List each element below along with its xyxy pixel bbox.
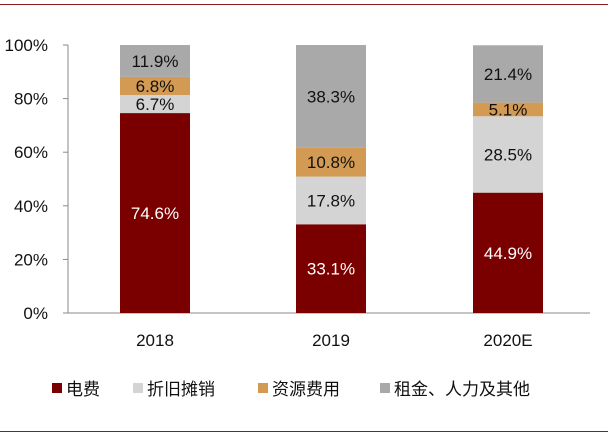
bar-segment	[296, 45, 366, 148]
legend-swatch	[52, 383, 62, 393]
bar-segment	[120, 95, 190, 114]
data-label: 11.9%	[132, 52, 179, 71]
bar-segment	[473, 116, 543, 193]
y-tick-label: 20%	[14, 250, 48, 269]
data-label: 17.8%	[307, 191, 355, 210]
bar-segment	[473, 45, 543, 103]
data-label: 74.6%	[131, 204, 179, 223]
legend-label: 资源费用	[272, 380, 340, 400]
bar-segment	[120, 113, 190, 314]
x-tick-label: 2020E	[483, 331, 532, 350]
y-tick-label: 40%	[14, 197, 48, 216]
bottom-rule	[0, 431, 608, 432]
legend-label: 折旧摊销	[147, 380, 215, 400]
bar-segment	[296, 224, 366, 313]
legend-swatch	[133, 383, 143, 393]
bar-segment	[296, 147, 366, 177]
data-label: 44.9%	[484, 244, 532, 263]
data-label: 38.3%	[307, 87, 355, 106]
legend-swatch	[380, 383, 390, 393]
y-tick-label: 100%	[5, 36, 48, 55]
data-label: 21.4%	[484, 65, 532, 84]
top-rule	[0, 4, 608, 5]
data-label: 6.7%	[136, 95, 175, 114]
bar-segment	[120, 45, 190, 77]
bar-segment	[296, 176, 366, 225]
legend-label: 租金、人力及其他	[394, 380, 530, 400]
data-label: 10.8%	[307, 153, 355, 172]
legend-swatch	[258, 383, 268, 393]
bar-segment	[473, 192, 543, 313]
y-tick-label: 80%	[14, 90, 48, 109]
data-label: 5.1%	[489, 100, 528, 119]
data-label: 28.5%	[484, 145, 532, 164]
x-tick-label: 2018	[136, 331, 174, 350]
legend-label: 电费	[66, 380, 100, 400]
data-label: 33.1%	[307, 260, 355, 279]
y-tick-label: 0%	[23, 304, 48, 323]
data-label: 6.8%	[136, 77, 175, 96]
y-tick-label: 60%	[14, 143, 48, 162]
bar-segment	[473, 102, 543, 117]
bar-segment	[120, 76, 190, 96]
x-tick-label: 2019	[312, 331, 350, 350]
